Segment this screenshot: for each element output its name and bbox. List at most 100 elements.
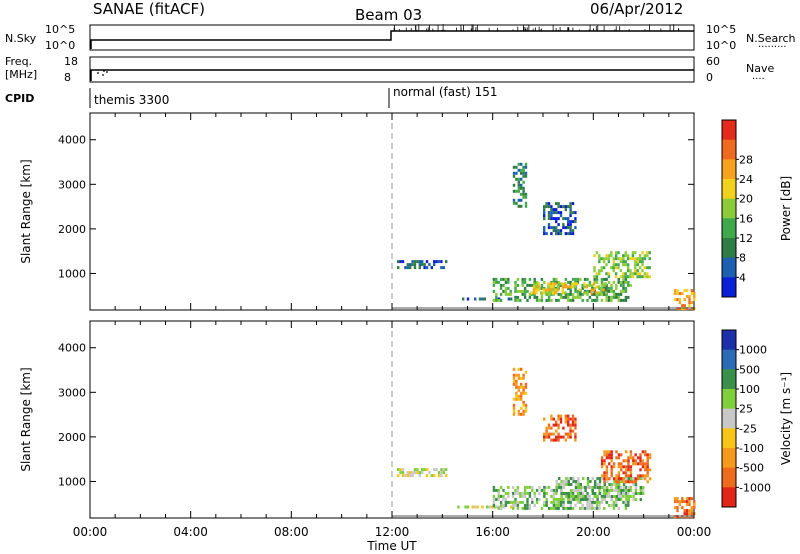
echo-cell [603, 498, 606, 501]
echo-cell [614, 263, 618, 267]
echo-cell [499, 494, 503, 498]
echo-cell [615, 295, 618, 299]
echo-cell [425, 474, 429, 478]
echo-cell [523, 277, 527, 281]
echo-cell [545, 202, 548, 206]
echo-cell [562, 500, 565, 504]
colorbar-tick-label: 8 [739, 252, 746, 265]
echo-cell [601, 477, 604, 480]
echo-cell [646, 468, 649, 472]
echo-cell [622, 280, 625, 284]
echo-cell [634, 260, 637, 264]
echo-cell [543, 435, 546, 439]
echo-cell [569, 205, 572, 209]
echo-cell [571, 211, 575, 215]
echo-cell [636, 263, 639, 267]
echo-cell [524, 165, 528, 169]
echo-cell [522, 189, 525, 193]
echo-cell [602, 282, 605, 286]
echo-cell [574, 211, 577, 215]
echo-cell [574, 503, 577, 507]
echo-cell [612, 500, 616, 504]
echo-cell [603, 495, 606, 498]
echo-cell [564, 226, 567, 230]
echo-cell [526, 491, 529, 495]
echo-cell [574, 226, 577, 230]
echo-cell [502, 497, 505, 501]
echo-cell [504, 500, 508, 504]
echo-cell [418, 266, 421, 270]
echo-cell [632, 456, 635, 460]
echo-cell [569, 423, 572, 427]
echo-cell [610, 459, 613, 463]
echo-cell [683, 298, 686, 302]
echo-cell [612, 477, 616, 481]
echo-cell [624, 450, 628, 454]
echo-cell [690, 307, 694, 311]
echo-cell [572, 480, 575, 483]
echo-cell [497, 488, 500, 492]
echo-cell [591, 500, 594, 504]
echo-cell [631, 257, 635, 261]
echo-cell [622, 254, 625, 258]
y-axis-label: Slant Range [km] [19, 159, 33, 263]
echo-cell [555, 226, 558, 230]
echo-cell [533, 295, 536, 299]
echo-cell [526, 506, 529, 510]
echo-cell [517, 180, 520, 184]
echo-cell [610, 465, 613, 469]
echo-cell [648, 251, 651, 255]
echo-cell [577, 492, 580, 495]
echo-cell [547, 202, 551, 206]
nsearch-label: N.Search [746, 32, 796, 45]
echo-cell [517, 183, 520, 187]
echo-cell [619, 491, 623, 495]
echo-cell [552, 503, 556, 507]
echo-cell [625, 477, 628, 480]
echo-cell [517, 409, 520, 413]
echo-cell [639, 468, 642, 472]
echo-cell [571, 220, 575, 224]
echo-cell [526, 500, 529, 504]
echo-cell [567, 223, 570, 227]
echo-cell [411, 471, 414, 475]
echo-cell [610, 286, 613, 290]
echo-cell [440, 468, 443, 472]
echo-cell [591, 489, 594, 492]
echo-cell [693, 295, 696, 299]
echo-cell [620, 480, 623, 483]
echo-cell [495, 277, 498, 281]
echo-cell [690, 292, 694, 296]
echo-cell [532, 291, 536, 295]
echo-cell [520, 198, 523, 202]
colorbar-tick-label: -25 [739, 422, 757, 435]
echo-cell [440, 266, 443, 270]
echo-cell [550, 488, 553, 492]
power-panel: 1000 2000 3000 4000 Slant Range [km] [19, 112, 696, 311]
echo-cell [559, 500, 563, 504]
colorbar-swatch [722, 277, 736, 298]
x-tick-label: 20:00 [576, 525, 611, 539]
echo-cell [642, 489, 645, 492]
echo-cell [629, 488, 632, 492]
echo-cell [499, 292, 503, 296]
echo-cell [521, 506, 524, 510]
echo-cell [622, 277, 625, 281]
echo-cell [433, 260, 436, 264]
echo-cell [492, 497, 496, 501]
echo-cell [579, 277, 582, 281]
echo-cell [515, 382, 518, 386]
echo-cell [495, 488, 498, 492]
echo-cell [624, 286, 628, 290]
echo-cell [603, 471, 606, 475]
echo-cell [627, 480, 630, 484]
echo-cell [397, 468, 400, 472]
echo-cell [511, 494, 515, 498]
echo-cell [646, 254, 649, 258]
echo-cell [442, 471, 445, 475]
echo-cell [610, 468, 613, 472]
echo-cell [516, 491, 520, 495]
echo-cell [638, 257, 642, 261]
echo-cell [683, 509, 686, 513]
y-tick-label: 4000 [58, 342, 86, 355]
